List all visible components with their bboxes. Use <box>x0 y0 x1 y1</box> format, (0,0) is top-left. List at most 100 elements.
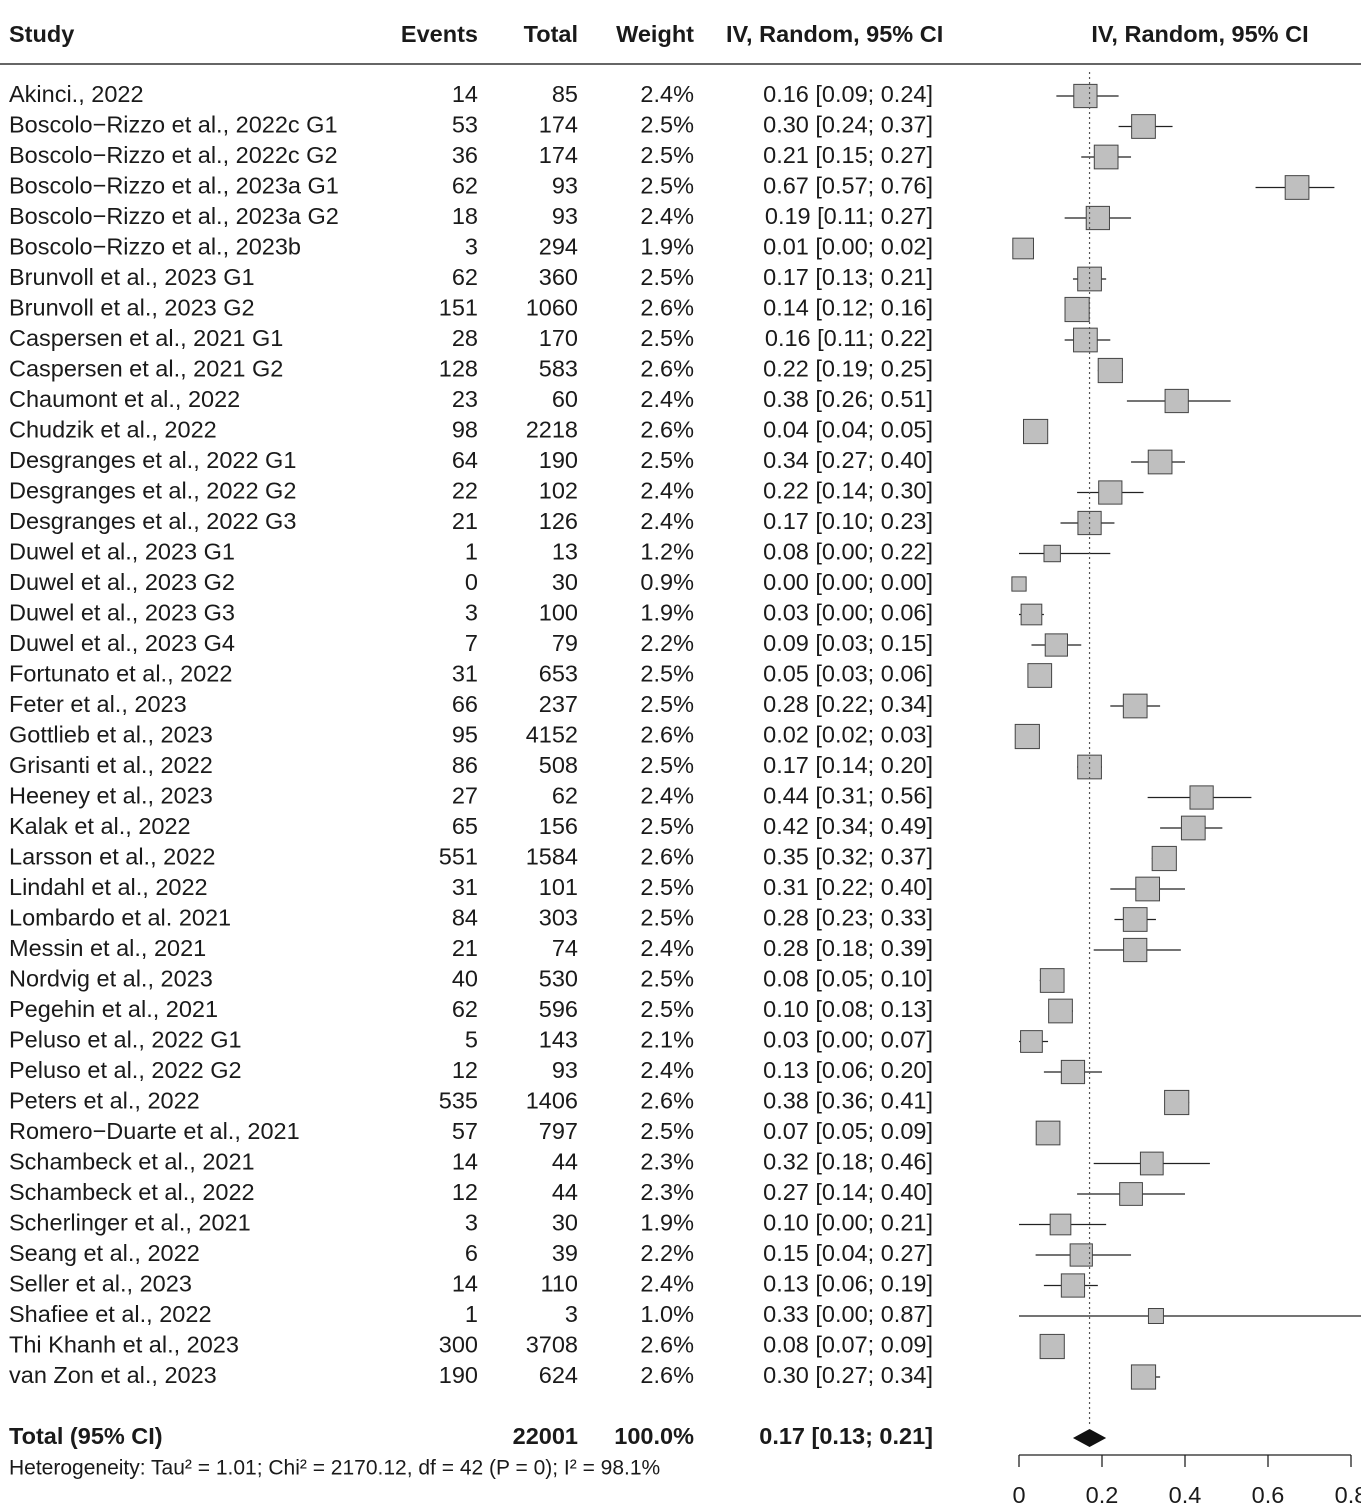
ci-label: 0.09 [0.03; 0.15] <box>763 630 933 656</box>
study-label: Gottlieb et al., 2023 <box>9 722 213 748</box>
total: 110 <box>541 1271 578 1297</box>
study-label: Chaumont et al., 2022 <box>9 386 240 412</box>
ci-label: 0.28 [0.23; 0.33] <box>763 905 933 931</box>
weight: 2.5% <box>640 1118 694 1144</box>
ci-label: 0.28 [0.18; 0.39] <box>763 935 933 961</box>
study-box <box>1284 175 1310 200</box>
total: 62 <box>552 783 578 809</box>
total: 294 <box>539 234 578 260</box>
study-box <box>1039 968 1065 993</box>
study-label: Kalak et al., 2022 <box>9 813 191 839</box>
events: 86 <box>452 752 478 778</box>
ci-label: 0.03 [0.00; 0.07] <box>763 1027 933 1053</box>
weight: 2.4% <box>640 1271 694 1297</box>
study-box <box>1098 480 1123 505</box>
weight: 2.2% <box>640 1240 694 1266</box>
study-label: Larsson et al., 2022 <box>9 844 215 870</box>
study-box <box>1023 418 1049 445</box>
weight: 2.5% <box>640 264 694 290</box>
ci-label: 0.17 [0.10; 0.23] <box>763 508 933 534</box>
study-box <box>1020 603 1043 626</box>
ci-label: 0.67 [0.57; 0.76] <box>763 173 933 199</box>
events: 128 <box>439 356 478 382</box>
study-label: Feter et al., 2023 <box>9 691 187 717</box>
total: 174 <box>539 112 578 138</box>
ci-label: 0.03 [0.00; 0.06] <box>763 600 933 626</box>
weight: 2.4% <box>640 203 694 229</box>
total: 102 <box>539 478 578 504</box>
study-box <box>1011 576 1027 592</box>
total: 237 <box>539 691 578 717</box>
study-label: Lindahl et al., 2022 <box>9 874 208 900</box>
column-header: Total <box>524 21 578 47</box>
events: 12 <box>452 1179 478 1205</box>
total: 583 <box>539 356 578 382</box>
events: 3 <box>465 234 478 260</box>
study-box <box>1119 1182 1143 1206</box>
weight: 2.4% <box>640 508 694 534</box>
events: 151 <box>439 295 478 321</box>
events: 62 <box>452 264 478 290</box>
study-label: Scherlinger et al., 2021 <box>9 1210 251 1236</box>
ci-label: 0.15 [0.04; 0.27] <box>763 1240 933 1266</box>
weight: 2.5% <box>640 813 694 839</box>
column-header: Weight <box>616 21 694 47</box>
weight: 2.5% <box>640 966 694 992</box>
study-label: Akinci., 2022 <box>9 81 144 107</box>
events: 14 <box>452 81 478 107</box>
events: 27 <box>452 783 478 809</box>
ci-label: 0.01 [0.00; 0.02] <box>763 234 933 260</box>
weight: 2.5% <box>640 173 694 199</box>
study-box <box>1027 663 1053 688</box>
study-box <box>1049 1213 1072 1236</box>
study-box <box>1060 1273 1086 1298</box>
study-label: Grisanti et al., 2022 <box>9 752 213 778</box>
events: 18 <box>452 203 478 229</box>
events: 14 <box>452 1149 478 1175</box>
total: 44 <box>552 1149 578 1175</box>
ci-label: 0.27 [0.14; 0.40] <box>763 1179 933 1205</box>
study-label: Shafiee et al., 2022 <box>9 1301 212 1327</box>
weight: 2.6% <box>640 844 694 870</box>
events: 28 <box>452 325 478 351</box>
study-box <box>1064 296 1090 323</box>
study-label: Lombardo et al. 2021 <box>9 905 231 931</box>
weight: 1.9% <box>640 1210 694 1236</box>
study-box <box>1060 1059 1086 1085</box>
overall-ci-label: 0.17 [0.13; 0.21] <box>759 1423 933 1449</box>
ci-label: 0.13 [0.06; 0.19] <box>763 1271 933 1297</box>
weight: 2.6% <box>640 1088 694 1114</box>
total: 3 <box>565 1301 578 1327</box>
events: 57 <box>452 1118 478 1144</box>
study-box <box>1122 907 1148 932</box>
total: 624 <box>539 1362 578 1388</box>
weight: 2.5% <box>640 447 694 473</box>
events: 300 <box>439 1332 478 1358</box>
study-box <box>1151 845 1177 872</box>
ci-label: 0.33 [0.00; 0.87] <box>763 1301 933 1327</box>
total: 303 <box>539 905 578 931</box>
weight: 2.3% <box>640 1179 694 1205</box>
ci-label: 0.16 [0.11; 0.22] <box>765 325 933 351</box>
total: 797 <box>539 1118 578 1144</box>
events: 95 <box>452 722 478 748</box>
events: 1 <box>465 1301 478 1327</box>
study-box <box>1164 388 1189 414</box>
events: 36 <box>452 142 478 168</box>
events: 21 <box>452 935 478 961</box>
total: 143 <box>539 1027 578 1053</box>
study-label: Schambeck et al., 2021 <box>9 1149 255 1175</box>
ci-label: 0.10 [0.08; 0.13] <box>763 996 933 1022</box>
study-box <box>1147 1308 1164 1324</box>
total: 1406 <box>526 1088 578 1114</box>
study-box <box>1131 114 1156 139</box>
ci-label: 0.16 [0.09; 0.24] <box>763 81 933 107</box>
study-label: Seang et al., 2022 <box>9 1240 200 1266</box>
study-label: Thi Khanh et al., 2023 <box>9 1332 239 1358</box>
study-box <box>1147 449 1173 475</box>
study-label: Brunvoll et al., 2023 G1 <box>9 264 255 290</box>
weight: 2.5% <box>640 142 694 168</box>
events: 3 <box>465 1210 478 1236</box>
total: 93 <box>552 1057 578 1083</box>
